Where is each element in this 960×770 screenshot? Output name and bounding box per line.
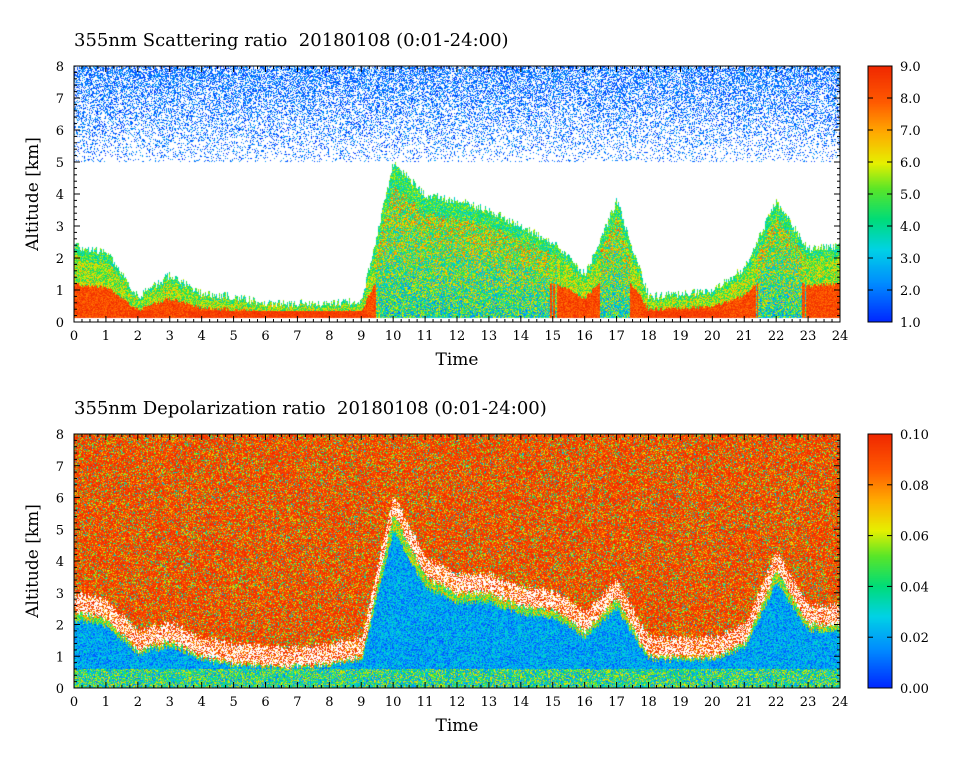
colorbar-label: 9.0 — [900, 60, 921, 75]
x-tick-label: 9 — [357, 329, 365, 344]
x-tick-label: 24 — [832, 329, 849, 344]
depolarization-ratio-heatmap — [74, 434, 840, 688]
x-tick-label: 16 — [576, 329, 593, 344]
y-tick-label: 7 — [56, 460, 64, 475]
colorbar-label: 0.10 — [900, 428, 929, 443]
y-axis-label: Altitude [km] — [23, 504, 43, 619]
x-tick-label: 20 — [704, 329, 721, 344]
x-tick-label: 6 — [261, 329, 269, 344]
x-tick-label: 12 — [449, 695, 466, 710]
plot-frame — [73, 433, 841, 689]
y-tick-label: 6 — [56, 492, 64, 507]
x-tick-label: 20 — [704, 695, 721, 710]
y-tick-label: 1 — [56, 284, 64, 299]
x-tick-label: 14 — [513, 695, 530, 710]
x-tick-label: 4 — [198, 695, 206, 710]
x-tick-label: 18 — [640, 329, 657, 344]
y-axis-label: Altitude [km] — [23, 137, 43, 252]
x-tick-label: 15 — [544, 695, 561, 710]
x-tick-label: 15 — [544, 329, 561, 344]
y-tick-label: 6 — [56, 124, 64, 139]
colorbar-label: 0.00 — [900, 682, 929, 697]
colorbar-label: 5.0 — [900, 188, 921, 203]
x-tick-label: 21 — [736, 329, 753, 344]
y-tick-label: 3 — [56, 220, 64, 235]
x-tick-label: 7 — [293, 695, 301, 710]
y-tick-label: 4 — [56, 555, 64, 570]
colorbar-label: 8.0 — [900, 92, 921, 107]
plot-frame — [73, 65, 841, 323]
x-tick-label: 8 — [325, 329, 333, 344]
x-tick-label: 17 — [608, 329, 625, 344]
colorbar-label: 6.0 — [900, 156, 921, 171]
x-tick-label: 21 — [736, 695, 753, 710]
x-tick-label: 18 — [640, 695, 657, 710]
x-tick-label: 5 — [229, 329, 237, 344]
y-tick-label: 2 — [56, 619, 64, 634]
x-tick-label: 8 — [325, 695, 333, 710]
scattering-ratio-heatmap — [74, 66, 840, 322]
y-tick-label: 0 — [56, 682, 64, 697]
x-tick-label: 6 — [261, 695, 269, 710]
y-tick-label: 0 — [56, 316, 64, 331]
depolarization-colorbar — [868, 434, 892, 688]
x-tick-label: 10 — [385, 695, 402, 710]
colorbar-label: 0.02 — [900, 631, 929, 646]
x-tick-label: 22 — [768, 695, 785, 710]
x-tick-label: 3 — [166, 695, 174, 710]
colorbar-label: 0.08 — [900, 479, 929, 494]
panel-title-depolarization: 355nm Depolarization ratio 20180108 (0:0… — [74, 398, 547, 419]
panel-title-scattering: 355nm Scattering ratio 20180108 (0:01-24… — [74, 30, 509, 51]
y-tick-label: 2 — [56, 252, 64, 267]
y-tick-label: 8 — [56, 428, 64, 443]
x-tick-label: 0 — [70, 695, 78, 710]
x-tick-label: 14 — [513, 329, 530, 344]
x-axis-label: Time — [436, 350, 479, 370]
x-tick-label: 5 — [229, 695, 237, 710]
colorbar-label: 3.0 — [900, 252, 921, 267]
x-tick-label: 13 — [481, 329, 498, 344]
x-tick-label: 2 — [134, 695, 142, 710]
x-tick-label: 19 — [672, 329, 689, 344]
x-tick-label: 10 — [385, 329, 402, 344]
x-tick-label: 19 — [672, 695, 689, 710]
x-tick-label: 7 — [293, 329, 301, 344]
y-tick-label: 8 — [56, 60, 64, 75]
x-tick-label: 22 — [768, 329, 785, 344]
x-tick-label: 9 — [357, 695, 365, 710]
x-tick-label: 4 — [198, 329, 206, 344]
x-tick-label: 23 — [800, 695, 817, 710]
colorbar-label: 4.0 — [900, 220, 921, 235]
y-tick-label: 3 — [56, 587, 64, 602]
colorbar-label: 0.04 — [900, 580, 929, 595]
x-tick-label: 12 — [449, 329, 466, 344]
y-tick-label: 7 — [56, 92, 64, 107]
x-tick-label: 13 — [481, 695, 498, 710]
x-tick-label: 23 — [800, 329, 817, 344]
y-tick-label: 4 — [56, 188, 64, 203]
colorbar-label: 1.0 — [900, 316, 921, 331]
x-axis-label: Time — [436, 716, 479, 736]
x-tick-label: 1 — [102, 329, 110, 344]
x-tick-label: 11 — [417, 695, 434, 710]
colorbar-label: 0.06 — [900, 530, 929, 545]
x-tick-label: 11 — [417, 329, 434, 344]
x-tick-label: 0 — [70, 329, 78, 344]
y-tick-label: 5 — [56, 523, 64, 538]
x-tick-label: 1 — [102, 695, 110, 710]
x-tick-label: 3 — [166, 329, 174, 344]
x-tick-label: 2 — [134, 329, 142, 344]
colorbar-frame — [867, 433, 893, 689]
x-tick-label: 17 — [608, 695, 625, 710]
colorbar-label: 7.0 — [900, 124, 921, 139]
colorbar-label: 2.0 — [900, 284, 921, 299]
y-tick-label: 5 — [56, 156, 64, 171]
x-tick-label: 16 — [576, 695, 593, 710]
x-tick-label: 24 — [832, 695, 849, 710]
y-tick-label: 1 — [56, 650, 64, 665]
